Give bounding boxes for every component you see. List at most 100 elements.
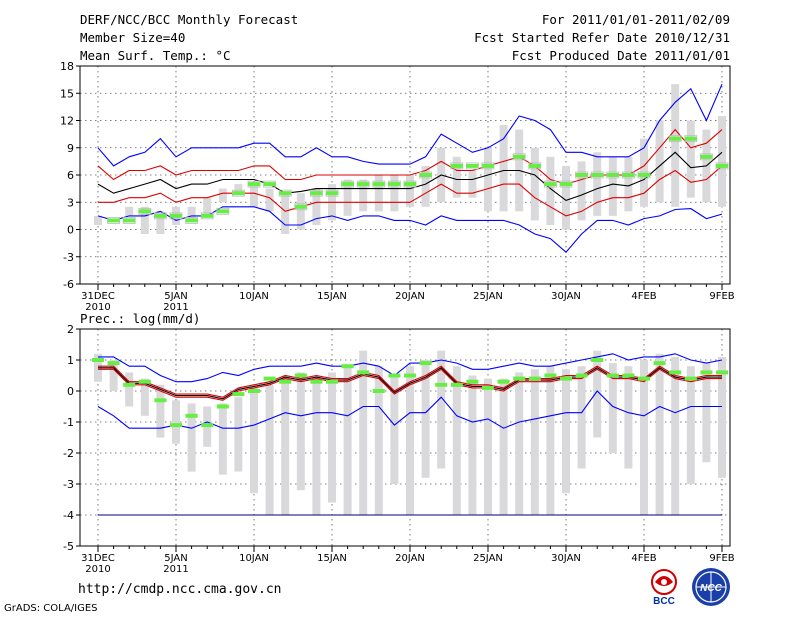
spread-bar	[156, 384, 165, 438]
obs-marker	[404, 182, 416, 187]
spread-bar	[452, 366, 461, 515]
spread-bar	[718, 115, 726, 207]
obs-marker	[294, 204, 307, 209]
obs-marker	[388, 373, 401, 378]
x-tick-label: 20JAN	[395, 291, 425, 302]
spread-bar	[577, 161, 586, 221]
source-url[interactable]: http://cmdp.ncc.cma.gov.cn	[78, 582, 282, 597]
y-tick-label: -3	[63, 478, 74, 491]
spread-bar	[156, 211, 165, 235]
spread-bar	[468, 375, 477, 515]
member-size-label: Member Size=40	[80, 30, 186, 45]
series-line-envelope	[98, 353, 723, 383]
y-tick-label: 1	[67, 354, 74, 367]
spread-bar	[499, 125, 508, 212]
spread-bar	[359, 350, 368, 515]
series-line-envelope	[97, 83, 723, 167]
x-tick-label: 25JAN	[473, 553, 503, 564]
spread-bar	[328, 372, 336, 503]
spread-bar	[530, 369, 539, 515]
y-tick-label: -6	[63, 278, 74, 291]
spread-bar	[406, 175, 414, 207]
spread-bar	[608, 363, 617, 453]
x-tick-label: 30JAN	[551, 291, 581, 302]
spread-bar	[686, 366, 695, 484]
spread-bar	[250, 184, 258, 207]
obs-marker	[341, 182, 354, 187]
obs-marker	[419, 173, 432, 177]
obs-marker	[669, 370, 682, 375]
obs-marker	[107, 361, 120, 366]
y-tick-label: -1	[63, 416, 74, 429]
x-tick-label: 31DEC	[81, 553, 115, 564]
obs-marker	[684, 376, 697, 381]
x-tick-label: 5JAN	[164, 553, 187, 564]
obs-marker	[560, 376, 572, 381]
obs-marker	[326, 191, 338, 196]
spread-bar	[234, 397, 243, 472]
ncc-logo: NCC	[692, 568, 730, 606]
spread-bar	[484, 147, 492, 212]
spread-bar	[281, 193, 290, 235]
bcc-logo: BCC	[651, 569, 677, 606]
series-line-band	[98, 165, 723, 217]
obs-marker	[216, 404, 229, 409]
spread-bar	[718, 356, 726, 478]
x-tick-label: 9FEB	[709, 291, 734, 302]
spread-bar	[94, 215, 102, 225]
obs-marker	[154, 213, 167, 218]
x-tick-sublabel: 2010	[85, 564, 110, 575]
y-tick-label: 0	[67, 224, 74, 237]
spread-bar	[624, 156, 633, 212]
spread-bar	[296, 372, 305, 491]
obs-marker	[216, 209, 229, 214]
spread-bar	[562, 165, 570, 230]
x-tick-label: 20JAN	[395, 553, 425, 564]
spread-bar	[640, 360, 648, 515]
y-tick-label: 0	[67, 385, 74, 398]
spread-bar	[359, 179, 368, 212]
grads-credit: GrADS: COLA/IGES	[4, 603, 98, 614]
obs-marker	[482, 385, 494, 390]
spread-bar	[343, 366, 352, 515]
x-tick-label: 10JAN	[239, 291, 269, 302]
spread-bar	[655, 353, 664, 515]
y-tick-label: -3	[63, 251, 74, 264]
obs-marker	[482, 163, 494, 168]
obs-marker	[107, 218, 120, 223]
obs-marker	[170, 423, 182, 428]
obs-marker	[700, 154, 713, 159]
obs-marker	[372, 389, 385, 393]
obs-marker	[544, 182, 557, 187]
obs-marker	[170, 213, 182, 218]
obs-marker	[591, 358, 604, 362]
spread-bar	[702, 363, 711, 463]
x-tick-label: 4FEB	[631, 291, 656, 302]
obs-marker	[435, 382, 448, 387]
obs-marker	[357, 370, 370, 375]
obs-marker	[357, 182, 370, 187]
y-tick-label: 2	[67, 323, 74, 336]
spread-bar	[484, 378, 492, 515]
obs-marker	[653, 361, 666, 366]
spread-bar	[546, 366, 555, 515]
obs-marker	[606, 173, 619, 177]
obs-marker	[201, 213, 214, 218]
obs-marker	[419, 361, 432, 366]
x-tick-label: 4FEB	[631, 553, 656, 564]
y-tick-label: 18	[60, 60, 74, 73]
obs-marker	[575, 373, 588, 378]
spread-bar	[312, 188, 321, 225]
obs-marker	[622, 373, 635, 378]
chart-title: DERF/NCC/BCC Monthly Forecast	[80, 12, 299, 27]
obs-marker	[232, 392, 245, 397]
obs-marker	[684, 136, 697, 141]
spread-bar	[296, 193, 305, 230]
ncc-logo-text: NCC	[700, 583, 722, 594]
spread-bar	[140, 378, 149, 416]
panel-title: Prec.: log(mm/d)	[80, 311, 200, 326]
spread-bar	[343, 179, 352, 216]
obs-marker	[450, 163, 463, 168]
obs-marker	[669, 136, 682, 141]
